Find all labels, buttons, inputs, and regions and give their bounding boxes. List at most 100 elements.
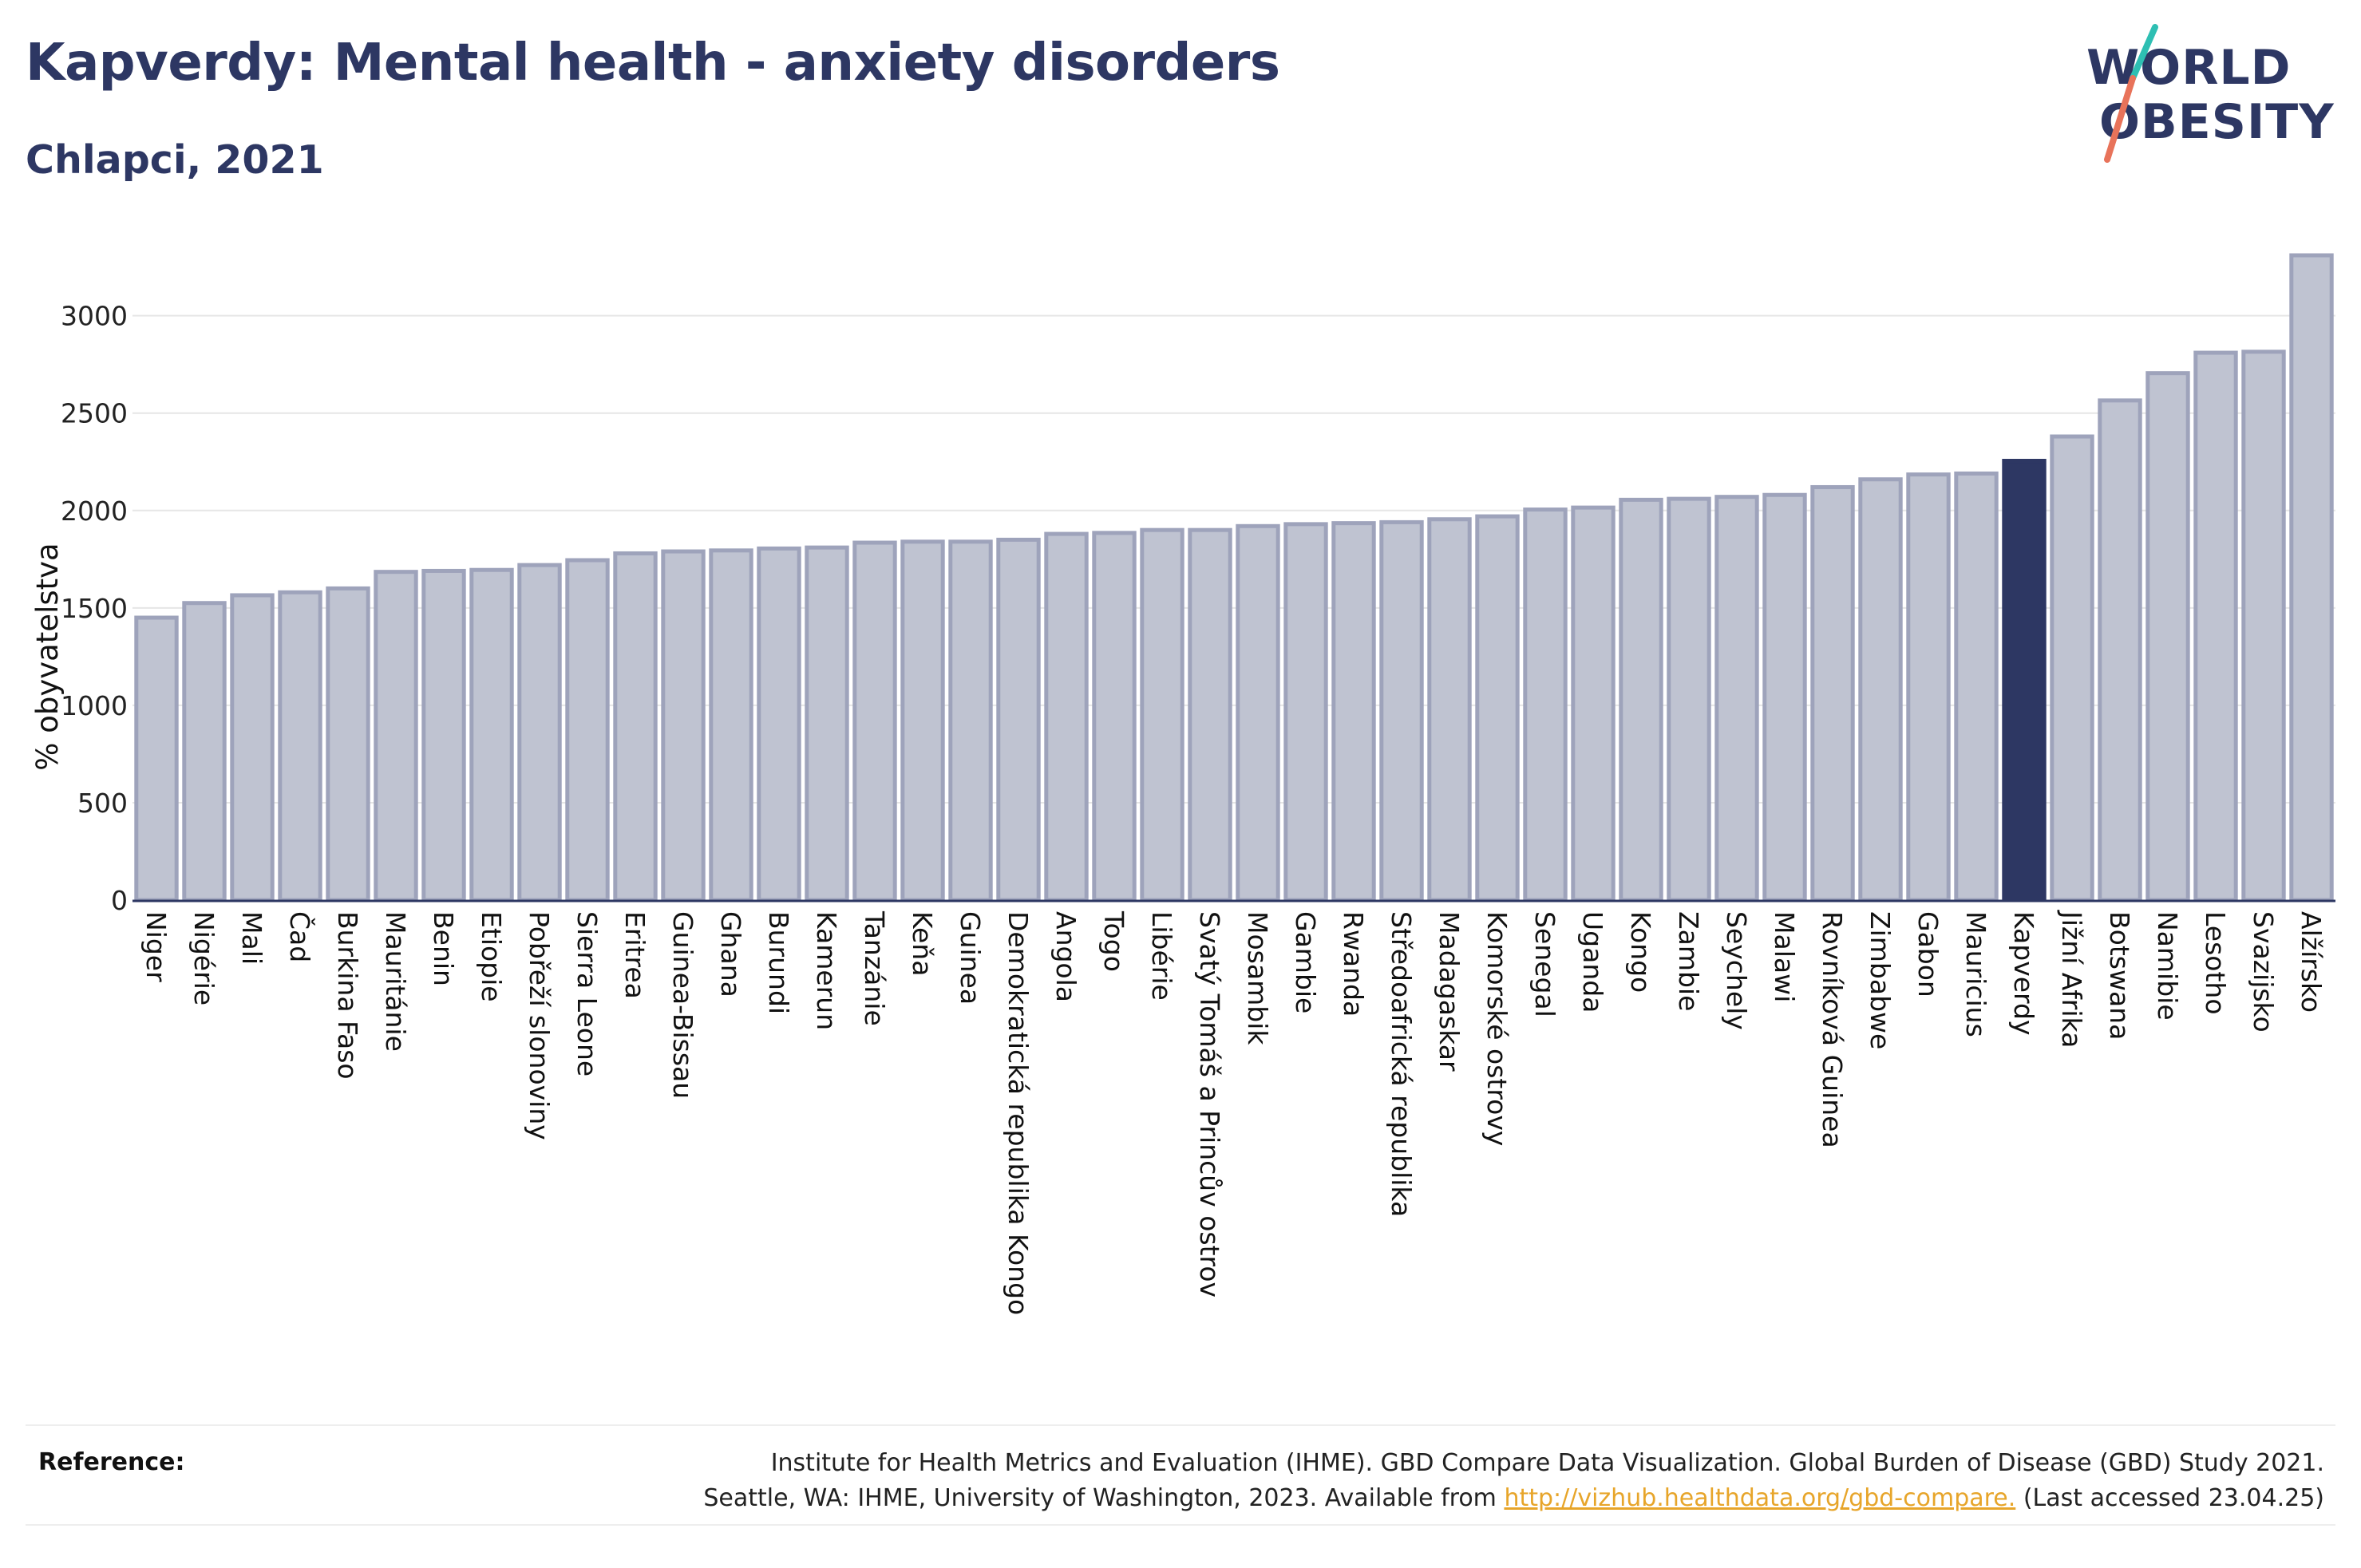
bar: [948, 539, 993, 902]
reference-text: Institute for Health Metrics and Evaluat…: [568, 1446, 2324, 1516]
bar: [1714, 495, 1759, 902]
bar: [757, 546, 801, 902]
bar: [805, 545, 849, 902]
bar: [2145, 371, 2190, 902]
reference-line-2-prefix: Seattle, WA: IHME, University of Washing…: [703, 1484, 1505, 1512]
x-tick-label: Botswana: [2104, 911, 2135, 1040]
x-axis-labels: Niger Nigérie Mali Čad Burkina Faso Mauritáni…: [140, 910, 2327, 1315]
bar: [230, 593, 275, 902]
bar: [709, 548, 753, 902]
reference-line-2-suffix: (Last accessed 23.04.25): [2015, 1484, 2324, 1512]
x-tick-label: Gabon: [1912, 911, 1944, 997]
x-tick-label: Středoafrická republika: [1386, 911, 1417, 1217]
x-tick-label: Etiopie: [476, 911, 507, 1002]
bar: [1475, 514, 1520, 902]
bar: [517, 563, 562, 902]
x-tick-label: Svazijsko: [2248, 911, 2279, 1033]
x-tick-label: Gambie: [1290, 911, 1321, 1013]
bar: [1906, 472, 1951, 902]
y-tick-label: 2500: [61, 398, 128, 429]
bar: [852, 540, 897, 902]
x-tick-label: Nigérie: [188, 911, 219, 1005]
x-tick-label: Demokratická republika Kongo: [1003, 911, 1034, 1315]
bar: [1092, 531, 1137, 902]
x-tick-label: Lesotho: [2200, 911, 2231, 1015]
x-tick-label: Rovníková Guinea: [1817, 911, 1848, 1148]
reference-link[interactable]: http://vizhub.healthdata.org/gbd-compare…: [1504, 1484, 2016, 1512]
x-tick-label: Ghana: [715, 911, 746, 997]
bar: [2050, 434, 2094, 902]
y-tick-label: 1500: [61, 593, 128, 624]
bar: [1858, 477, 1903, 902]
x-tick-label: Libérie: [1146, 911, 1177, 1001]
x-tick-label: Čad: [284, 911, 316, 962]
bar: [182, 601, 227, 902]
bar: [1188, 527, 1232, 902]
x-tick-label: Tanzánie: [859, 910, 890, 1026]
x-tick-label: Kamerun: [811, 911, 842, 1030]
bar: [1619, 497, 1663, 902]
x-tick-label: Komorské ostrovy: [1481, 911, 1513, 1146]
logo-slash-icon: [2104, 24, 2158, 163]
bar: [1236, 523, 1280, 902]
bar: [1427, 517, 1472, 902]
bar: [613, 551, 658, 902]
x-tick-label: Mali: [236, 911, 267, 965]
bar: [900, 539, 945, 902]
reference-label: Reference:: [38, 1448, 185, 1476]
x-tick-label: Burkina Faso: [332, 911, 363, 1080]
bar: [1140, 527, 1184, 902]
x-tick-label: Rwanda: [1338, 911, 1369, 1017]
y-tick-label: 3000: [61, 301, 128, 332]
bars: [134, 253, 2334, 902]
y-tick-label: 1000: [61, 690, 128, 721]
x-tick-label: Eritrea: [619, 911, 651, 999]
bar: [1762, 492, 1807, 902]
bar: [1379, 519, 1424, 902]
bar: [2193, 350, 2238, 902]
y-tick-label: 500: [77, 788, 128, 819]
bar: [1571, 505, 1616, 902]
logo-line-2: OBESITY: [2099, 94, 2335, 150]
x-tick-label: Zimbabwe: [1865, 911, 1896, 1049]
x-tick-label: Zambie: [1673, 911, 1704, 1011]
x-tick-label: Guinea: [955, 911, 986, 1005]
footer-divider-bottom: [26, 1524, 2335, 1526]
world-obesity-logo: WORLD OBESITY: [2075, 24, 2347, 168]
x-tick-label: Madagaskar: [1434, 911, 1465, 1072]
bar: [1667, 496, 1711, 902]
bar: [421, 568, 466, 902]
bar: [1331, 521, 1376, 902]
x-tick-label: Alžírsko: [2296, 911, 2327, 1013]
y-axis-title: % obyvatelstva: [30, 543, 65, 770]
bar: [326, 586, 370, 902]
bar: [374, 570, 418, 902]
x-tick-label: Sierra Leone: [571, 911, 603, 1076]
y-tick-label: 2000: [61, 496, 128, 527]
x-tick-label: Togo: [1098, 910, 1129, 972]
x-tick-label: Pobřeží slonoviny: [524, 911, 555, 1140]
x-tick-label: Uganda: [1577, 911, 1608, 1013]
x-tick-label: Kongo: [1625, 911, 1656, 993]
chart-subtitle: Chlapci, 2021: [26, 137, 324, 183]
x-tick-label: Keňa: [907, 911, 938, 976]
bar: [565, 558, 610, 902]
bar: [661, 549, 706, 902]
x-tick-label: Seychely: [1721, 911, 1752, 1030]
bar: [134, 615, 179, 902]
x-tick-label: Kapverdy: [2008, 911, 2039, 1036]
bar: [469, 567, 514, 902]
bar: [1283, 522, 1328, 902]
bar: [1523, 508, 1568, 902]
bar: [2289, 253, 2334, 902]
x-tick-label: Namibie: [2152, 911, 2183, 1021]
x-tick-label: Svatý Tomáš a Princův ostrov: [1194, 911, 1225, 1297]
reference-line-2: Seattle, WA: IHME, University of Washing…: [568, 1481, 2324, 1516]
x-tick-label: Benin: [428, 911, 459, 986]
bar: [278, 590, 322, 902]
x-tick-label: Senegal: [1529, 911, 1560, 1017]
x-tick-label: Niger: [140, 911, 172, 982]
x-tick-label: Burundi: [763, 911, 794, 1014]
bar: [2241, 350, 2286, 902]
bar: [2098, 398, 2142, 902]
